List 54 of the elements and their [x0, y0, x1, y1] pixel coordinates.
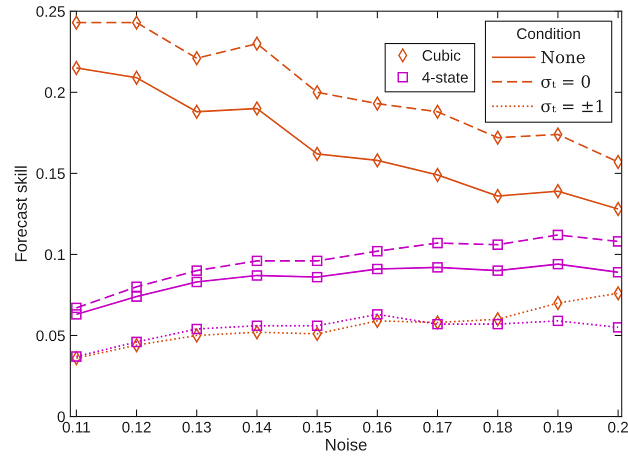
y-tick-label: 0: [58, 411, 65, 422]
x-tick-label: 0.13: [182, 422, 211, 433]
y-axis-title: Forecast skill: [14, 166, 27, 262]
point: [432, 262, 443, 273]
point: [612, 266, 622, 278]
point: [372, 246, 383, 256]
point: [252, 256, 262, 266]
point: [252, 320, 262, 332]
x-tick-label: 0.16: [363, 422, 392, 433]
y-tick-label: 0.05: [36, 330, 65, 342]
y-tick-label: 0.15: [36, 168, 65, 180]
point: [552, 230, 564, 240]
point: [312, 272, 322, 282]
legend-label: Cubic: [422, 50, 460, 61]
point: [71, 302, 82, 314]
point: [71, 351, 82, 362]
point: [191, 276, 202, 288]
point: [71, 309, 82, 320]
point: [552, 258, 564, 270]
point: [191, 265, 202, 276]
y-tick-label: 0.2: [44, 87, 65, 98]
point: [492, 239, 503, 250]
point: [191, 324, 202, 334]
point: [252, 270, 262, 281]
annotation: σₜ = 0: [541, 75, 590, 88]
point: [312, 256, 322, 266]
x-tick-label: 0.12: [122, 422, 151, 433]
legend-title: Condition: [517, 28, 580, 40]
x-tick-label: 0.19: [544, 422, 572, 433]
x-tick-label: 0.11: [62, 422, 90, 433]
point: [131, 282, 142, 292]
x-axis-title: Noise: [326, 438, 367, 451]
x-tick-label: 0.18: [483, 422, 512, 433]
point: [492, 318, 503, 330]
point: [552, 316, 564, 326]
x-tick-label: 0.2: [608, 422, 628, 433]
point: [612, 322, 622, 333]
point: [372, 264, 383, 274]
x-tick-label: 0.14: [242, 422, 272, 433]
point: [372, 309, 383, 320]
point: [312, 320, 322, 332]
point: [492, 265, 503, 276]
x-tick-label: 0.17: [423, 422, 452, 433]
point: [432, 318, 443, 330]
point: [131, 336, 142, 348]
annotation: None: [541, 50, 585, 64]
point: [432, 238, 443, 248]
annotation: σₜ = ±1: [541, 100, 603, 112]
point: [612, 236, 622, 247]
legend-label: 4-state: [422, 72, 468, 83]
x-tick-label: 0.15: [302, 422, 332, 433]
y-tick-label: 0.1: [44, 249, 65, 260]
y-tick-label: 0.25: [36, 6, 65, 17]
point: [131, 291, 142, 302]
